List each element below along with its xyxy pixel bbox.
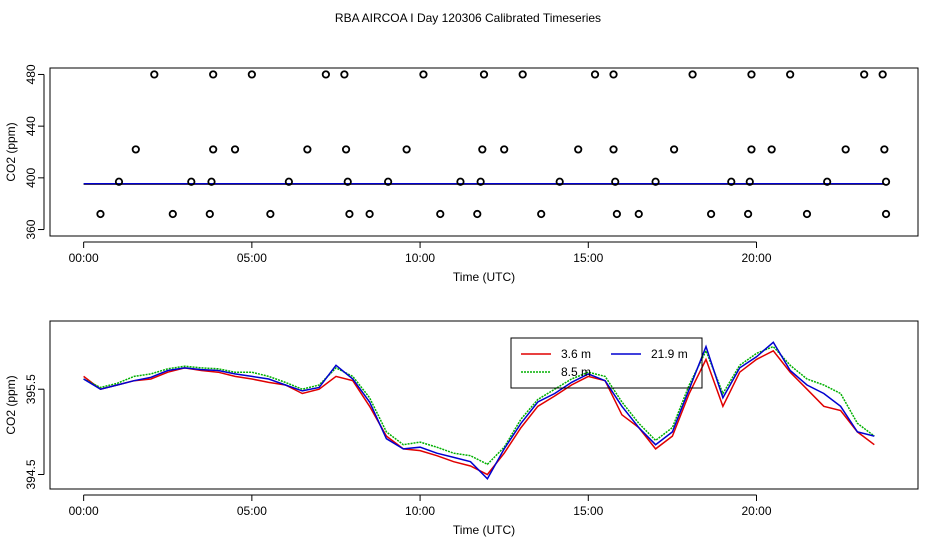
calibration-y-label: CO2 (ppm) xyxy=(4,122,18,181)
calibration-point xyxy=(612,209,621,219)
co2-x-tick-label: 10:00 xyxy=(405,504,435,518)
calibration-y-tick-label: 360 xyxy=(24,219,38,239)
calibration-point xyxy=(247,70,256,79)
calibration-point xyxy=(634,209,643,219)
calibration-point xyxy=(688,70,697,79)
calibration-point xyxy=(651,177,660,186)
calibration-point xyxy=(747,145,756,154)
calibration-point xyxy=(436,209,445,219)
calibration-point xyxy=(860,70,869,79)
calibration-point xyxy=(303,145,312,154)
calibration-x-tick-label: 15:00 xyxy=(573,251,603,265)
co2-y-tick-label: 394.5 xyxy=(24,459,38,489)
calibration-point xyxy=(574,145,583,154)
calibration-point xyxy=(706,209,716,219)
calibration-point xyxy=(478,145,487,154)
calibration-panel-frame xyxy=(49,67,919,237)
calibration-point xyxy=(345,209,354,219)
co2-y-tick-label: 395.5 xyxy=(24,374,38,404)
calibration-point xyxy=(473,209,482,219)
legend-label: 3.6 m xyxy=(561,347,591,361)
calibration-point xyxy=(187,177,196,186)
co2-y-axis: 394.5 395.5 xyxy=(24,374,45,490)
calibration-y-axis: 360 400 440 480 xyxy=(24,64,45,240)
calibration-point xyxy=(456,177,465,186)
calibration-point xyxy=(321,70,330,79)
calibration-point xyxy=(266,209,275,219)
calibration-point xyxy=(518,70,527,79)
calibration-point xyxy=(96,209,105,219)
calibration-point xyxy=(402,145,411,154)
co2-x-tick-label: 15:00 xyxy=(573,504,603,518)
calibration-point xyxy=(537,209,546,219)
calibration-points xyxy=(96,70,891,219)
calibration-x-tick-label: 00:00 xyxy=(69,251,99,265)
series-line-21-9-m xyxy=(83,341,875,481)
calibration-y-tick-label: 480 xyxy=(24,64,38,84)
co2-x-tick-label: 20:00 xyxy=(741,504,771,518)
calibration-point xyxy=(168,209,177,219)
calibration-point xyxy=(727,177,736,186)
co2-x-tick-label: 00:00 xyxy=(69,504,99,518)
calibration-point xyxy=(205,209,214,219)
calibration-x-tick-label: 05:00 xyxy=(237,251,267,265)
calibration-point xyxy=(669,145,679,154)
calibration-point xyxy=(340,70,349,79)
calibration-point xyxy=(841,145,850,154)
calibration-point xyxy=(767,145,776,154)
co2-x-axis: 00:00 05:00 10:00 15:00 20:00 xyxy=(69,494,772,518)
calibration-point xyxy=(611,177,620,186)
calibration-point xyxy=(881,209,891,219)
calibration-point xyxy=(745,177,754,186)
figure-title: RBA AIRCOA I Day 120306 Calibrated Times… xyxy=(335,11,601,25)
co2-x-tick-label: 05:00 xyxy=(237,504,267,518)
legend-label: 21.9 m xyxy=(651,347,688,361)
calibration-point xyxy=(209,145,218,154)
calibration-point xyxy=(384,177,393,186)
calibration-point xyxy=(284,177,293,186)
calibration-point xyxy=(209,70,218,79)
calibration-point xyxy=(365,209,374,219)
calibration-point xyxy=(802,209,812,219)
calibration-point xyxy=(479,70,489,79)
calibration-point xyxy=(230,145,240,154)
calibration-point xyxy=(555,177,564,186)
calibration-point xyxy=(880,145,889,154)
calibration-point xyxy=(786,70,795,79)
calibration-point xyxy=(590,70,600,79)
calibration-point xyxy=(609,70,618,79)
co2-panel-frame xyxy=(49,320,919,490)
co2-series-lines xyxy=(83,341,875,481)
calibration-point xyxy=(131,145,140,154)
calibration-point xyxy=(878,70,887,79)
calibration-point xyxy=(609,145,618,154)
calibration-y-tick-label: 440 xyxy=(24,116,38,136)
calibration-point xyxy=(150,70,159,79)
calibration-point xyxy=(747,70,756,79)
legend: 3.6 m 21.9 m 8.5 m xyxy=(510,337,703,389)
legend-label: 8.5 m xyxy=(561,365,591,379)
calibration-point xyxy=(744,209,753,219)
series-line-8-5-m xyxy=(83,345,875,466)
calibration-point xyxy=(476,177,485,186)
calibration-point xyxy=(500,145,509,154)
calibration-point xyxy=(419,70,428,79)
calibration-point xyxy=(823,177,832,186)
calibration-point xyxy=(114,177,124,186)
calibration-point xyxy=(341,145,351,154)
co2-panel: 00:00 05:00 10:00 15:00 20:00 394.5 395.5 3.6… xyxy=(4,320,919,537)
calibration-x-tick-label: 20:00 xyxy=(741,251,771,265)
calibration-x-axis: 00:00 05:00 10:00 15:00 20:00 xyxy=(69,241,772,265)
calibration-panel: 00:00 05:00 10:00 15:00 20:00 360 400 440 480 T… xyxy=(4,64,919,284)
calibration-point xyxy=(207,177,216,186)
calibration-point xyxy=(343,177,352,186)
calibration-x-label: Time (UTC) xyxy=(453,270,515,284)
co2-y-label: CO2 (ppm) xyxy=(4,375,18,434)
calibration-x-tick-label: 10:00 xyxy=(405,251,435,265)
co2-x-label: Time (UTC) xyxy=(453,523,515,537)
calibration-point xyxy=(881,177,891,186)
legend-box xyxy=(510,337,703,389)
calibration-y-tick-label: 400 xyxy=(24,168,38,188)
